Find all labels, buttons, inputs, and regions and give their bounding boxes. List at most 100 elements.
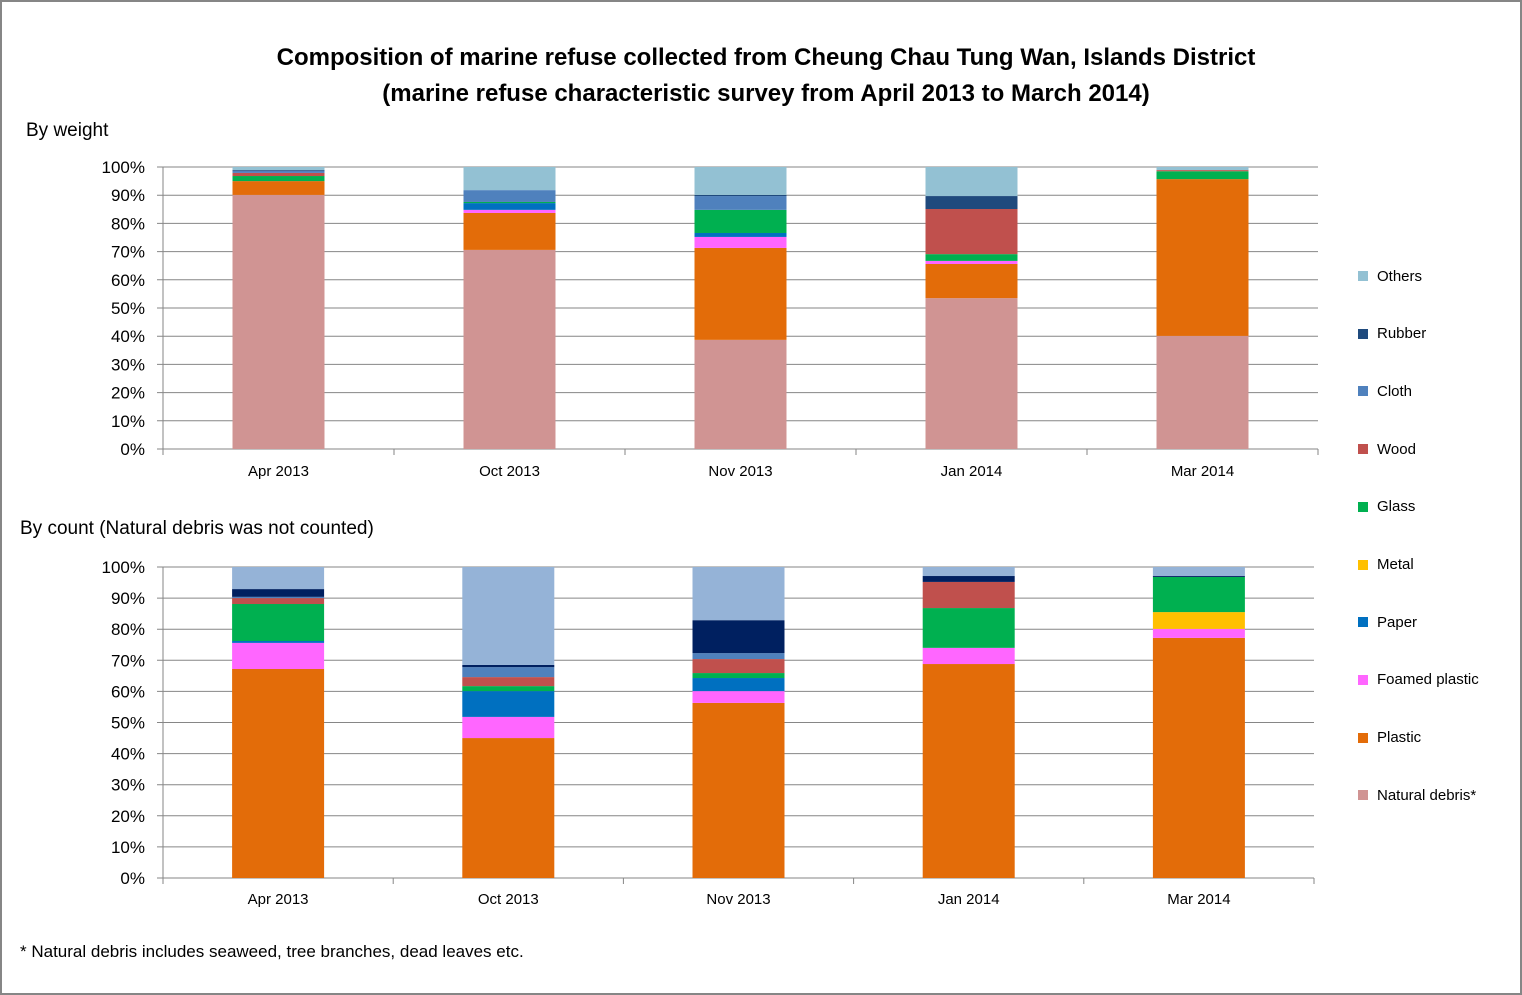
count-x-tick-label: Jan 2014 [938,891,1000,908]
count-bar-segment-glass [692,673,785,679]
count-x-tick-label: Mar 2014 [1167,891,1230,908]
count-bar-segment-others [1152,567,1245,577]
count-y-tick-label: 20% [111,807,145,826]
count-y-tick-label: 50% [111,714,145,733]
count-y-tick-label: 100% [102,558,145,577]
count-bar-segment-foamed-plastic [462,716,555,739]
count-bar-segment-plastic [232,669,325,878]
weight-bar-segment-natural-debris [232,194,325,449]
legend-item: Paper [1358,612,1417,632]
count-y-tick-label: 90% [111,589,145,608]
count-bar-segment-rubber [232,589,325,597]
count-bar-segment-glass [462,686,555,692]
legend-label: Plastic [1377,729,1422,747]
count-bar-segment-rubber [922,576,1015,582]
count-bar-segment-cloth [462,667,555,678]
legend-item: Wood [1358,439,1416,459]
count-x-tick-label: Oct 2013 [478,891,539,908]
count-bar-segment-wood [462,677,555,687]
count-bar-segment-rubber [1152,576,1245,577]
count-bar-segment-others [232,567,325,590]
weight-x-tick-label: Apr 2013 [248,463,309,480]
legend-label: Others [1377,267,1423,285]
weight-y-tick-label: 20% [111,384,145,403]
count-bar-segment-others [462,567,555,665]
legend-item: Glass [1358,497,1415,517]
legend-swatch [1358,674,1368,685]
weight-y-tick-label: 70% [111,243,145,262]
legend-item: Natural debris* [1358,785,1476,805]
legend-label: Paper [1377,613,1418,631]
weight-bar-segment-foamed-plastic [694,236,787,248]
legend-swatch [1358,501,1368,512]
weight-bar-segment-rubber [232,170,325,171]
count-bar-segment-plastic [922,664,1015,878]
count-bar-segment-cloth [232,596,325,599]
weight-x-tick-label: Mar 2014 [1171,463,1234,480]
count-bar-segment-wood [922,581,1015,609]
count-bar-segment-foamed-plastic [922,647,1015,665]
count-chart-title: By count (Natural debris was not counted… [20,518,374,539]
weight-bar-segment-cloth [463,190,556,202]
count-bar-segment-foamed-plastic [692,691,785,703]
count-bar-segment-others [692,567,785,621]
legend-swatch [1358,386,1368,397]
count-bar-segment-glass [1152,576,1245,613]
legend-label: Metal [1377,556,1414,573]
weight-bar-segment-plastic [463,212,556,250]
weight-bar-segment-others [925,167,1018,197]
count-bar-segment-plastic [692,702,785,878]
legend-label: Foamed plastic [1377,671,1479,689]
legend-item: Plastic [1358,728,1421,748]
weight-bar-segment-cloth [694,196,787,210]
legend-label: Rubber [1377,325,1427,343]
legend-item: Rubber [1358,324,1426,344]
count-bar-segment-others [922,567,1015,577]
count-bar-segment-foamed-plastic [232,642,325,670]
legend-swatch [1358,328,1368,339]
count-y-tick-label: 40% [111,745,145,764]
count-bar-segment-plastic [462,738,555,878]
count-y-tick-label: 10% [111,838,145,857]
weight-bar-segment-others [694,167,787,195]
weight-bar-segment-glass [463,201,556,204]
weight-bar-segment-plastic [1156,179,1249,336]
count-bar-segment-cloth [692,653,785,660]
weight-bar-segment-glass [925,254,1018,261]
weight-bar-segment-natural-debris [463,249,556,449]
weight-y-tick-label: 90% [111,186,145,205]
weight-bar-segment-glass [694,209,787,233]
weight-x-tick-label: Nov 2013 [708,463,772,480]
count-bar-segment-glass [922,608,1015,648]
weight-y-tick-label: 50% [111,299,145,318]
count-y-tick-label: 0% [120,869,145,888]
weight-y-tick-label: 80% [111,214,145,233]
legend-swatch [1358,444,1368,455]
legend-item: Others [1358,266,1422,286]
count-bar-segment-paper [232,641,325,643]
weight-bar-segment-wood [925,209,1018,255]
count-y-tick-label: 60% [111,682,145,701]
weight-bar-segment-others [463,167,556,191]
weight-x-tick-label: Oct 2013 [479,463,540,480]
footnote: * Natural debris includes seaweed, tree … [20,942,524,961]
count-x-tick-label: Nov 2013 [706,891,770,908]
legend-swatch [1358,790,1368,801]
legend-swatch [1358,271,1368,281]
weight-bar-segment-paper [694,232,787,237]
legend-label: Natural debris* [1377,786,1477,804]
weight-bar-segment-plastic [232,181,325,195]
count-x-tick-label: Apr 2013 [248,891,309,908]
count-y-tick-label: 30% [111,776,145,795]
count-bar-segment-glass [232,604,325,642]
weight-bar-segment-foamed-plastic [925,260,1018,265]
weight-y-tick-label: 30% [111,355,145,374]
weight-bar-segment-natural-debris [694,339,787,449]
weight-x-tick-label: Jan 2014 [941,463,1003,480]
legend-item: Cloth [1358,381,1412,401]
weight-bar-segment-paper [463,203,556,210]
legend-label: Glass [1377,498,1416,516]
weight-bar-segment-glass [1156,171,1249,180]
count-bar-segment-wood [692,659,785,674]
